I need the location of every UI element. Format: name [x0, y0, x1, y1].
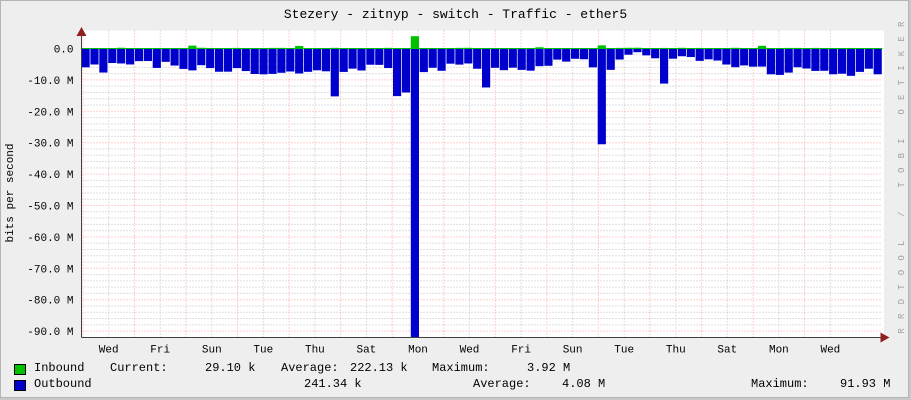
svg-text:Wed: Wed — [99, 345, 119, 357]
svg-text:bits per second: bits per second — [5, 143, 17, 242]
svg-text:Thu: Thu — [305, 345, 325, 357]
svg-text:Sun: Sun — [202, 345, 222, 357]
svg-text:Fri: Fri — [150, 345, 170, 357]
svg-text:Sat: Sat — [717, 345, 737, 357]
svg-text:0.0: 0.0 — [54, 45, 74, 57]
svg-text:Mon: Mon — [769, 345, 789, 357]
svg-text:Tue: Tue — [253, 345, 273, 357]
svg-text:-90.0 M: -90.0 M — [27, 327, 73, 339]
svg-text:Wed: Wed — [820, 345, 840, 357]
svg-text:RRDTOOL / TOBI OETIKER: RRDTOOL / TOBI OETIKER — [897, 12, 907, 333]
svg-text:Fri: Fri — [511, 345, 531, 357]
svg-text:-60.0 M: -60.0 M — [27, 233, 73, 245]
svg-text:Tue: Tue — [614, 345, 634, 357]
svg-text:-50.0 M: -50.0 M — [27, 202, 73, 214]
svg-text:-80.0 M: -80.0 M — [27, 296, 73, 308]
svg-text:-40.0 M: -40.0 M — [27, 170, 73, 182]
svg-text:-70.0 M: -70.0 M — [27, 264, 73, 276]
svg-text:-30.0 M: -30.0 M — [27, 139, 73, 151]
svg-text:Thu: Thu — [666, 345, 686, 357]
svg-text:Wed: Wed — [460, 345, 480, 357]
svg-text:Mon: Mon — [408, 345, 428, 357]
svg-text:-20.0 M: -20.0 M — [27, 107, 73, 119]
svg-text:Sat: Sat — [356, 345, 376, 357]
svg-text:Sun: Sun — [563, 345, 583, 357]
svg-text:-10.0 M: -10.0 M — [27, 76, 73, 88]
